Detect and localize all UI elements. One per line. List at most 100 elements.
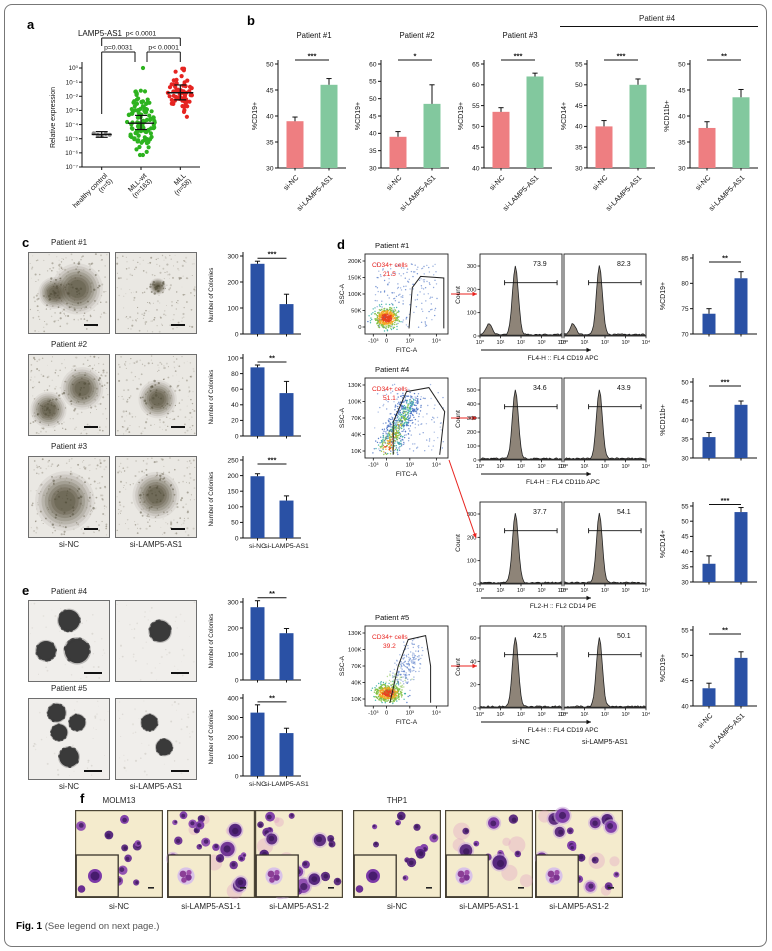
svg-text:50: 50 [231, 520, 239, 527]
svg-text:40: 40 [266, 113, 274, 120]
svg-text:200: 200 [227, 625, 238, 632]
svg-text:100: 100 [227, 754, 238, 761]
svg-text:Number of Colonies: Number of Colonies [208, 472, 215, 527]
svg-text:30: 30 [369, 165, 377, 172]
svg-text:10⁻⁷: 10⁻⁷ [66, 164, 78, 171]
svg-text:10²: 10² [601, 588, 609, 594]
svg-text:100K: 100K [348, 648, 362, 654]
panel-e: e Patient #4 0 100 200 300 Number of Colonie… [15, 584, 333, 812]
panel-f: f MOLM13 THP1 si-NC si-LAMP5-AS1-1 si-LA… [0, 792, 772, 916]
svg-text:*: * [414, 52, 417, 61]
svg-text:50: 50 [369, 96, 377, 103]
svg-text:10⁻¹: 10⁻¹ [66, 79, 78, 86]
svg-text:85: 85 [681, 255, 689, 262]
colony-image-p4-si-lamp5 [115, 600, 197, 682]
svg-text:10⁴: 10⁴ [432, 462, 441, 469]
svg-text:p=0.0031: p=0.0031 [104, 45, 133, 52]
figure-caption: Fig. 1 (See legend on next page.) [16, 921, 159, 932]
svg-text:0: 0 [473, 706, 476, 712]
svg-text:FL4-H :: FL4 CD19 APC: FL4-H :: FL4 CD19 APC [528, 355, 599, 362]
svg-text:**: ** [721, 52, 727, 61]
svg-text:50: 50 [681, 379, 689, 386]
svg-text:Number of Colonies: Number of Colonies [208, 710, 215, 765]
svg-text:si-LAMP5-AS1: si-LAMP5-AS1 [707, 173, 747, 213]
image-label: si-LAMP5-AS1-1 [459, 902, 519, 911]
svg-text:37.7: 37.7 [533, 509, 547, 516]
colony-image-p4-si-nc [28, 600, 110, 682]
cd19-bar-chart-patient3: 40 45 50 55 60 65 %CD19+ Patient #3 *** si-NCsi-L… [458, 31, 552, 213]
svg-text:FITC-A: FITC-A [396, 719, 418, 726]
svg-text:si-NC: si-NC [384, 173, 403, 192]
svg-text:40K: 40K [351, 433, 361, 439]
colony-image-p1-si-lamp5 [115, 252, 197, 334]
svg-text:500: 500 [467, 388, 477, 394]
image-label: si-NC [109, 902, 129, 911]
svg-text:si-NC: si-NC [512, 739, 530, 746]
svg-text:FITC-A: FITC-A [396, 347, 418, 354]
svg-text:Patient #1: Patient #1 [296, 31, 331, 40]
svg-text:35: 35 [681, 436, 689, 443]
svg-text:200: 200 [467, 287, 477, 293]
cd19-bar-chart-patient2: 30 35 40 45 50 55 60 %CD19+ Patient #2 * si-NCsi-L… [355, 31, 449, 213]
svg-text:30: 30 [681, 455, 689, 462]
patient-title: Patient #2 [50, 340, 88, 349]
svg-text:10²: 10² [517, 712, 525, 718]
svg-text:30: 30 [678, 165, 686, 172]
svg-text:Relative expression: Relative expression [50, 87, 57, 148]
svg-text:10¹: 10¹ [580, 712, 588, 718]
svg-text:10⁰: 10⁰ [476, 587, 485, 594]
svg-text:30: 30 [266, 165, 274, 172]
cytospin-image-thp1-si-lamp5-2 [534, 806, 624, 899]
svg-text:200: 200 [227, 279, 238, 286]
svg-text:**: ** [269, 589, 275, 598]
svg-text:50K: 50K [351, 309, 361, 315]
svg-text:%CD19+: %CD19+ [252, 102, 259, 130]
svg-text:0: 0 [235, 433, 239, 440]
svg-text:35: 35 [369, 148, 377, 155]
colony-image-p3-si-nc [28, 456, 110, 538]
svg-text:21.5: 21.5 [383, 271, 396, 278]
svg-text:40: 40 [470, 659, 476, 665]
lamp5-as1-expression-scatter-plot: LAMP5-AS1 10⁰ 10⁻¹ 10⁻² 10⁻³ 10⁻⁴ 10⁻⁵ 10⁻⁶ 10⁻⁷… [50, 29, 200, 210]
svg-text:40: 40 [575, 124, 583, 131]
svg-text:45: 45 [369, 113, 377, 120]
svg-text:10¹: 10¹ [496, 340, 504, 346]
svg-text:10K: 10K [351, 449, 361, 455]
panel-a: a LAMP5-AS1 10⁰ 10⁻¹ 10⁻² 10⁻³ 10⁻⁴ 10⁻⁵ 10⁻⁶ 10… [14, 12, 246, 236]
svg-text:SSC-A: SSC-A [339, 407, 346, 428]
svg-text:10³: 10³ [621, 712, 629, 718]
cell-line-title-thp1: THP1 [386, 796, 408, 805]
cell-line-title-molm13: MOLM13 [102, 796, 136, 805]
svg-text:82.3: 82.3 [617, 261, 631, 268]
flow-cytometry-panel: Patient #1 200K 150K 100K 50K 0 -10³ 0 10³ 10⁴ SSC… [339, 241, 757, 751]
svg-text:%CD19+: %CD19+ [458, 102, 465, 130]
svg-text:130K: 130K [348, 631, 362, 637]
svg-text:200: 200 [227, 473, 238, 480]
panel-c: c Patient #1 0 100 200 300 Number of Colonie… [15, 236, 333, 584]
svg-text:0: 0 [385, 339, 388, 345]
svg-text:10⁰: 10⁰ [476, 463, 485, 470]
svg-text:Patient #4: Patient #4 [375, 365, 409, 374]
colony-image-p2-si-lamp5 [115, 354, 197, 436]
svg-text:51.1: 51.1 [383, 395, 396, 402]
svg-text:10⁴: 10⁴ [558, 587, 567, 594]
patient4-header: Patient #4 [638, 14, 676, 23]
svg-text:35: 35 [266, 139, 274, 146]
image-label-si-nc: si-NC [59, 540, 79, 549]
colony-count-chart-p5: 0 100 200 300 400 Number of Colonies ** si-NCsi… [208, 693, 309, 788]
svg-text:CD34+ cells: CD34+ cells [372, 634, 408, 641]
svg-text:LAMP5-AS1: LAMP5-AS1 [78, 29, 123, 38]
svg-text:10³: 10³ [621, 588, 629, 594]
panel-c-label: c [22, 235, 30, 250]
svg-text:CD34+ cells: CD34+ cells [372, 386, 408, 393]
svg-text:si-NC: si-NC [695, 711, 714, 730]
svg-text:40: 40 [369, 131, 377, 138]
svg-text:30: 30 [575, 165, 583, 172]
svg-text:***: *** [721, 378, 730, 387]
cytospin-image-thp1-si-nc [353, 810, 442, 899]
svg-text:Number of Colonies: Number of Colonies [208, 370, 215, 425]
svg-text:10⁻²: 10⁻² [66, 93, 78, 100]
svg-text:10²: 10² [517, 464, 525, 470]
